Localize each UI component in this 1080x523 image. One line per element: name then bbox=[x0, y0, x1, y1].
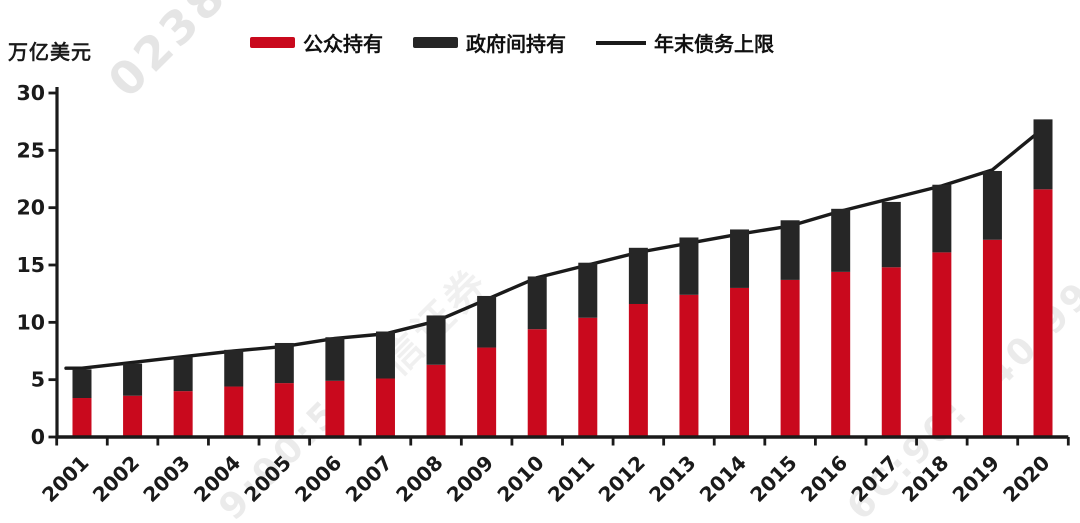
bar-public-2014 bbox=[730, 287, 750, 439]
x-axis-label-2001: 2001 bbox=[37, 451, 93, 507]
legend-item-public: 公众持有 bbox=[250, 28, 383, 57]
x-axis-label-2014: 2014 bbox=[695, 451, 751, 507]
legend-swatch-intragov bbox=[413, 37, 458, 48]
bar-public-2008 bbox=[426, 364, 446, 439]
x-axis-label-2020: 2020 bbox=[998, 451, 1054, 507]
bar-public-2015 bbox=[780, 279, 800, 439]
x-axis-label-2007: 2007 bbox=[341, 451, 397, 507]
bar-intragov-2014 bbox=[730, 229, 750, 288]
chart-legend: 公众持有 政府间持有 年末债务上限 bbox=[250, 28, 774, 57]
x-axis-label-2019: 2019 bbox=[948, 451, 1004, 507]
bar-public-2006 bbox=[325, 380, 345, 439]
bar-intragov-2016 bbox=[831, 208, 851, 272]
bar-intragov-2005 bbox=[274, 342, 294, 384]
bar-intragov-2009 bbox=[477, 295, 497, 348]
watermark-fragment-0: 02388 bbox=[98, 0, 263, 108]
bar-public-2009 bbox=[477, 347, 497, 439]
bar-public-2005 bbox=[274, 383, 294, 439]
y-axis-label-25: 25 bbox=[16, 138, 45, 162]
y-axis-label-0: 0 bbox=[31, 425, 45, 449]
bar-intragov-2017 bbox=[881, 201, 901, 268]
x-axis-label-2012: 2012 bbox=[594, 451, 650, 507]
bar-intragov-2003 bbox=[173, 356, 193, 392]
bar-public-2011 bbox=[578, 317, 598, 439]
bar-intragov-2002 bbox=[123, 363, 143, 396]
bar-intragov-2008 bbox=[426, 315, 446, 365]
bar-intragov-2006 bbox=[325, 337, 345, 381]
x-axis-label-2002: 2002 bbox=[88, 451, 144, 507]
x-axis-label-2011: 2011 bbox=[543, 451, 599, 507]
y-axis-label-30: 30 bbox=[16, 81, 45, 105]
bar-public-2019 bbox=[982, 239, 1002, 439]
legend-item-debt-limit: 年末债务上限 bbox=[596, 28, 774, 57]
bar-intragov-2020 bbox=[1033, 119, 1053, 190]
x-axis-label-2009: 2009 bbox=[442, 451, 498, 507]
y-axis-label-20: 20 bbox=[16, 196, 45, 220]
bar-intragov-2007 bbox=[375, 331, 395, 379]
bar-public-2004 bbox=[224, 386, 244, 439]
bar-intragov-2018 bbox=[932, 184, 952, 253]
bar-public-2018 bbox=[932, 252, 952, 439]
bar-public-2010 bbox=[527, 329, 547, 439]
bar-public-2002 bbox=[123, 395, 143, 439]
legend-item-intragov: 政府间持有 bbox=[413, 28, 566, 57]
bar-public-2017 bbox=[881, 267, 901, 439]
bar-intragov-2012 bbox=[628, 247, 648, 304]
y-axis-label-5: 5 bbox=[31, 368, 45, 392]
bar-intragov-2011 bbox=[578, 262, 598, 318]
legend-label-debt-limit: 年末债务上限 bbox=[654, 32, 774, 56]
legend-swatch-public bbox=[250, 37, 295, 48]
y-axis-label-15: 15 bbox=[16, 253, 45, 277]
bar-intragov-2013 bbox=[679, 237, 699, 295]
bar-public-2012 bbox=[628, 303, 648, 439]
bar-intragov-2015 bbox=[780, 220, 800, 280]
x-axis-label-2003: 2003 bbox=[138, 451, 194, 507]
bar-intragov-2001 bbox=[72, 369, 92, 399]
legend-label-public: 公众持有 bbox=[303, 32, 383, 56]
legend-swatch-debt-limit bbox=[596, 40, 646, 45]
x-axis-label-2008: 2008 bbox=[391, 451, 447, 507]
bar-public-2020 bbox=[1033, 189, 1053, 439]
legend-label-intragov: 政府间持有 bbox=[466, 32, 566, 56]
bar-public-2013 bbox=[679, 294, 699, 439]
bar-intragov-2019 bbox=[982, 170, 1002, 240]
y-axis-label-10: 10 bbox=[16, 310, 45, 334]
bar-intragov-2010 bbox=[527, 276, 547, 330]
bar-public-2007 bbox=[375, 378, 395, 439]
bar-public-2001 bbox=[72, 398, 92, 439]
bar-intragov-2004 bbox=[224, 349, 244, 387]
bar-public-2003 bbox=[173, 391, 193, 439]
x-axis-label-2015: 2015 bbox=[745, 451, 801, 507]
bar-public-2016 bbox=[831, 271, 851, 439]
x-axis-label-2013: 2013 bbox=[644, 451, 700, 507]
x-axis-label-2010: 2010 bbox=[492, 451, 548, 507]
y-axis-unit-label: 万亿美元 bbox=[8, 40, 92, 64]
